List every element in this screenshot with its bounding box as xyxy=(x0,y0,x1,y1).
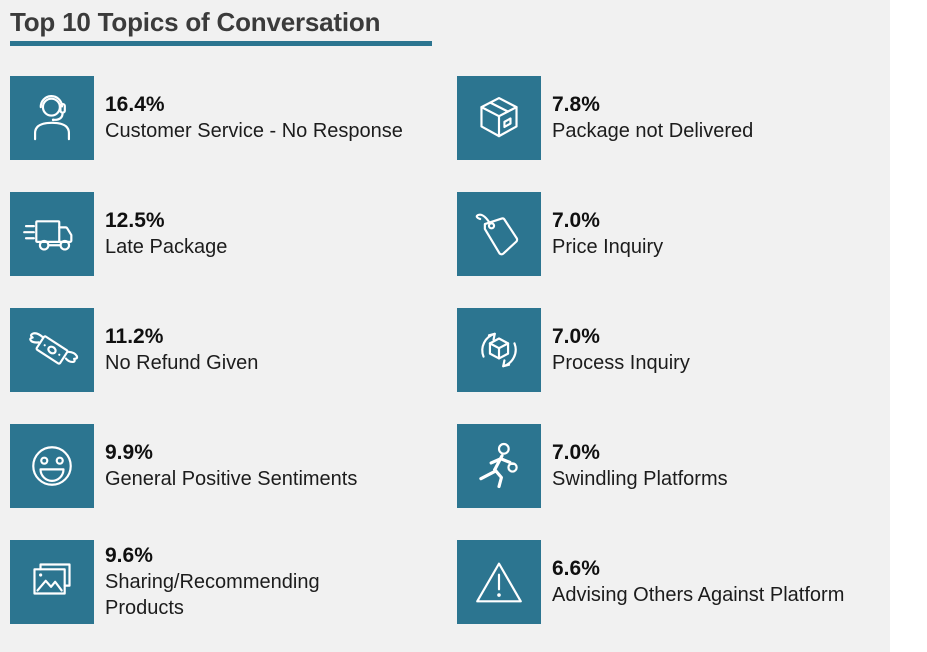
process-cycle-icon xyxy=(481,332,517,368)
topic-text: 6.6% Advising Others Against Platform xyxy=(552,540,844,624)
topic-icon-tile xyxy=(457,76,541,160)
topic-text: 9.6% Sharing/Recommending Products xyxy=(105,540,320,624)
topic-text: 12.5% Late Package xyxy=(105,192,227,276)
topic-icon-tile xyxy=(457,192,541,276)
topic-text: 11.2% No Refund Given xyxy=(105,308,258,392)
topic-percentage: 9.6% xyxy=(105,544,153,567)
package-box-icon xyxy=(480,96,518,138)
infographic-panel: Top 10 Topics of Conversation 16.4% xyxy=(0,0,890,652)
topic-text: 16.4% Customer Service - No Response xyxy=(105,76,403,160)
topic-percentage: 7.0% xyxy=(552,441,600,464)
topic-percentage: 9.9% xyxy=(105,441,153,464)
topic-item: 7.0% Process Inquiry xyxy=(457,308,890,392)
topic-label: Sharing/Recommending Products xyxy=(105,571,320,619)
topic-percentage: 6.6% xyxy=(552,557,600,580)
topic-label: No Refund Given xyxy=(105,352,259,374)
topic-item: 9.9% General Positive Sentiments xyxy=(10,424,457,508)
photos-icon xyxy=(33,563,71,595)
page-title: Top 10 Topics of Conversation xyxy=(10,7,381,37)
topic-text: 7.0% Swindling Platforms xyxy=(552,424,728,508)
headset-icon xyxy=(33,95,71,141)
topic-icon-tile xyxy=(10,192,94,276)
delivery-truck-icon xyxy=(23,220,73,251)
topic-icon-tile xyxy=(10,308,94,392)
smiley-face-icon xyxy=(32,446,72,486)
topic-label: Package not Delivered xyxy=(552,120,754,142)
topic-percentage: 16.4% xyxy=(105,93,165,116)
warning-triangle-icon xyxy=(476,562,522,603)
topic-icon-tile xyxy=(10,76,94,160)
topic-text: 7.0% Price Inquiry xyxy=(552,192,663,276)
running-thief-icon xyxy=(479,442,518,489)
topics-column-right: 7.8% Package not Delivered 7.0% Price In… xyxy=(457,76,890,624)
topic-label: Customer Service - No Response xyxy=(105,120,403,142)
topic-label: Price Inquiry xyxy=(552,236,664,258)
topics-column-left: 16.4% Customer Service - No Response xyxy=(10,76,457,624)
topic-item: 6.6% Advising Others Against Platform xyxy=(457,540,890,624)
topic-item: 7.0% Price Inquiry xyxy=(457,192,890,276)
topic-label: Advising Others Against Platform xyxy=(552,584,845,606)
topic-item: 9.6% Sharing/Recommending Products xyxy=(10,540,457,624)
topic-label: General Positive Sentiments xyxy=(105,468,358,490)
price-tag-icon xyxy=(475,213,519,256)
topic-text: 7.8% Package not Delivered xyxy=(552,76,753,160)
topic-icon-tile xyxy=(10,424,94,508)
topic-label: Swindling Platforms xyxy=(552,468,728,490)
topic-icon-tile xyxy=(10,540,94,624)
topic-icon-tile xyxy=(457,540,541,624)
topic-percentage: 7.8% xyxy=(552,93,600,116)
topics-grid: 16.4% Customer Service - No Response xyxy=(10,76,890,624)
topic-label: Late Package xyxy=(105,236,228,258)
topic-percentage: 11.2% xyxy=(105,325,164,348)
topic-percentage: 12.5% xyxy=(105,209,165,232)
title-underline xyxy=(10,41,432,46)
topic-percentage: 7.0% xyxy=(552,325,600,348)
topic-icon-tile xyxy=(457,308,541,392)
flying-money-icon xyxy=(29,332,79,365)
topic-item: 12.5% Late Package xyxy=(10,192,457,276)
topic-label: Process Inquiry xyxy=(552,352,690,374)
topic-icon-tile xyxy=(457,424,541,508)
topic-percentage: 7.0% xyxy=(552,209,600,232)
topic-item: 7.0% Swindling Platforms xyxy=(457,424,890,508)
topic-text: 7.0% Process Inquiry xyxy=(552,308,690,392)
topic-item: 7.8% Package not Delivered xyxy=(457,76,890,160)
topic-text: 9.9% General Positive Sentiments xyxy=(105,424,357,508)
topic-item: 16.4% Customer Service - No Response xyxy=(10,76,457,160)
topic-item: 11.2% No Refund Given xyxy=(10,308,457,392)
